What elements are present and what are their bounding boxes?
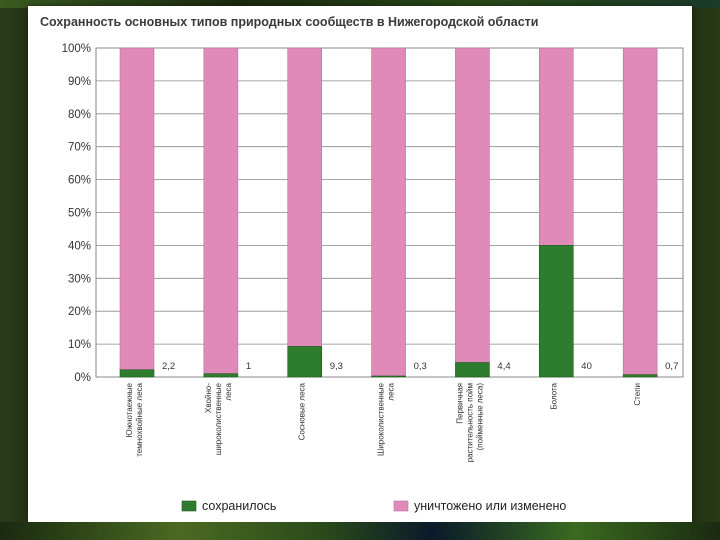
data-label: 9,3: [330, 361, 343, 372]
legend: сохранилось уничтожено или изменено: [181, 499, 566, 513]
bars: [119, 47, 658, 378]
category-label-line: Сосновые леса: [298, 382, 307, 440]
y-tick-label: 40%: [68, 240, 91, 252]
category-label-line: Южнотаежные: [125, 382, 134, 437]
y-tick-label: 10%: [68, 339, 91, 351]
bar-preserved: [455, 362, 490, 378]
category-label: Широколиственные леса: [377, 382, 396, 456]
category-label-line: широколиственные: [214, 382, 223, 455]
category-label: Болота: [549, 382, 558, 409]
bottom-decor-band: [0, 522, 720, 540]
category-label-line: растительность пойм: [465, 383, 474, 462]
data-label: 0,7: [665, 361, 678, 372]
bar-destroyed: [203, 47, 239, 375]
category-label-line: Хвойно-: [204, 383, 213, 413]
bar-preserved: [119, 369, 155, 378]
legend-swatch-preserved: [181, 500, 197, 512]
bar-destroyed: [455, 47, 490, 363]
category-label: Первичная растительность пойм (пойменные л…: [455, 383, 484, 463]
category-label: Сосновые леса: [298, 382, 307, 440]
bar-destroyed: [119, 47, 155, 371]
y-tick-label: 70%: [68, 142, 91, 154]
bar-preserved: [622, 374, 658, 378]
bar-destroyed: [622, 47, 658, 375]
data-label: 4,4: [497, 361, 510, 372]
y-tick-label: 50%: [68, 208, 91, 220]
y-tick-label: 30%: [68, 273, 91, 285]
category-label: Степи: [633, 383, 642, 406]
category-label-line: (пойменные леса): [475, 383, 484, 451]
category-label-line: Болота: [549, 382, 558, 409]
category-label-line: леса: [387, 382, 396, 400]
y-tick-label: 0%: [74, 372, 91, 384]
bar-destroyed: [371, 47, 406, 377]
bar-preserved: [538, 245, 574, 378]
slide: Сохранность основных типов природных соо…: [28, 6, 692, 522]
chart-title: Сохранность основных типов природных соо…: [40, 15, 538, 29]
category-label-line: Степи: [633, 383, 642, 406]
y-tick-label: 80%: [68, 109, 91, 121]
category-labels: Южнотаежные темнохвойные леса Хвойно-широк…: [125, 382, 642, 462]
bar-preserved: [203, 373, 239, 378]
category-label-line: леса: [224, 382, 233, 400]
data-label: 1: [246, 361, 251, 372]
data-label: 2,2: [162, 361, 175, 372]
legend-label-preserved: сохранилось: [202, 499, 276, 513]
y-tick-label: 100%: [62, 43, 91, 55]
category-label-line: темнохвойные леса: [135, 382, 144, 456]
bar-preserved: [287, 346, 323, 378]
bar-preserved: [371, 375, 406, 378]
top-decor-band: [0, 0, 720, 8]
y-tick-label: 60%: [68, 175, 91, 187]
category-label-line: Первичная: [455, 383, 464, 424]
legend-label-destroyed: уничтожено или изменено: [414, 499, 566, 513]
category-label: Южнотаежные темнохвойные леса: [125, 382, 144, 456]
data-labels: 2,2 1 9,3 0,3 4,4 40 0,7: [162, 361, 678, 372]
chart: Сохранность основных типов природных соо…: [40, 15, 684, 513]
category-label: Хвойно-широколиственные леса: [204, 382, 233, 455]
bar-destroyed: [538, 47, 574, 246]
bar-destroyed: [287, 47, 323, 347]
y-tick-label: 20%: [68, 306, 91, 318]
y-axis-ticks: 0% 10% 20% 30% 40% 50% 60% 70% 80% 90% 100%: [62, 43, 91, 384]
data-label: 40: [581, 361, 592, 372]
y-tick-label: 90%: [68, 76, 91, 88]
data-label: 0,3: [414, 361, 427, 372]
category-label-line: Широколиственные: [377, 382, 386, 456]
legend-swatch-destroyed: [393, 500, 409, 512]
